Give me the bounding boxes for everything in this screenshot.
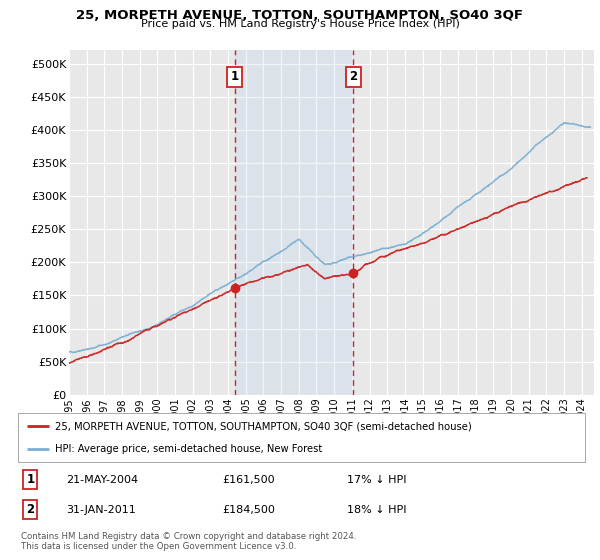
Text: 25, MORPETH AVENUE, TOTTON, SOUTHAMPTON, SO40 3QF: 25, MORPETH AVENUE, TOTTON, SOUTHAMPTON,… <box>77 9 523 22</box>
Bar <box>235 50 353 395</box>
Text: 31-JAN-2011: 31-JAN-2011 <box>66 505 136 515</box>
Text: Contains HM Land Registry data © Crown copyright and database right 2024.
This d: Contains HM Land Registry data © Crown c… <box>21 532 356 552</box>
Text: 2: 2 <box>349 71 358 83</box>
Text: £161,500: £161,500 <box>222 475 275 484</box>
Text: 18% ↓ HPI: 18% ↓ HPI <box>347 505 406 515</box>
Text: HPI: Average price, semi-detached house, New Forest: HPI: Average price, semi-detached house,… <box>55 444 322 454</box>
Text: 1: 1 <box>26 473 35 486</box>
Text: £184,500: £184,500 <box>222 505 275 515</box>
Text: 17% ↓ HPI: 17% ↓ HPI <box>347 475 406 484</box>
Text: 25, MORPETH AVENUE, TOTTON, SOUTHAMPTON, SO40 3QF (semi-detached house): 25, MORPETH AVENUE, TOTTON, SOUTHAMPTON,… <box>55 421 472 431</box>
Text: Price paid vs. HM Land Registry's House Price Index (HPI): Price paid vs. HM Land Registry's House … <box>140 19 460 29</box>
Text: 21-MAY-2004: 21-MAY-2004 <box>66 475 139 484</box>
Text: 2: 2 <box>26 503 35 516</box>
Text: 1: 1 <box>231 71 239 83</box>
